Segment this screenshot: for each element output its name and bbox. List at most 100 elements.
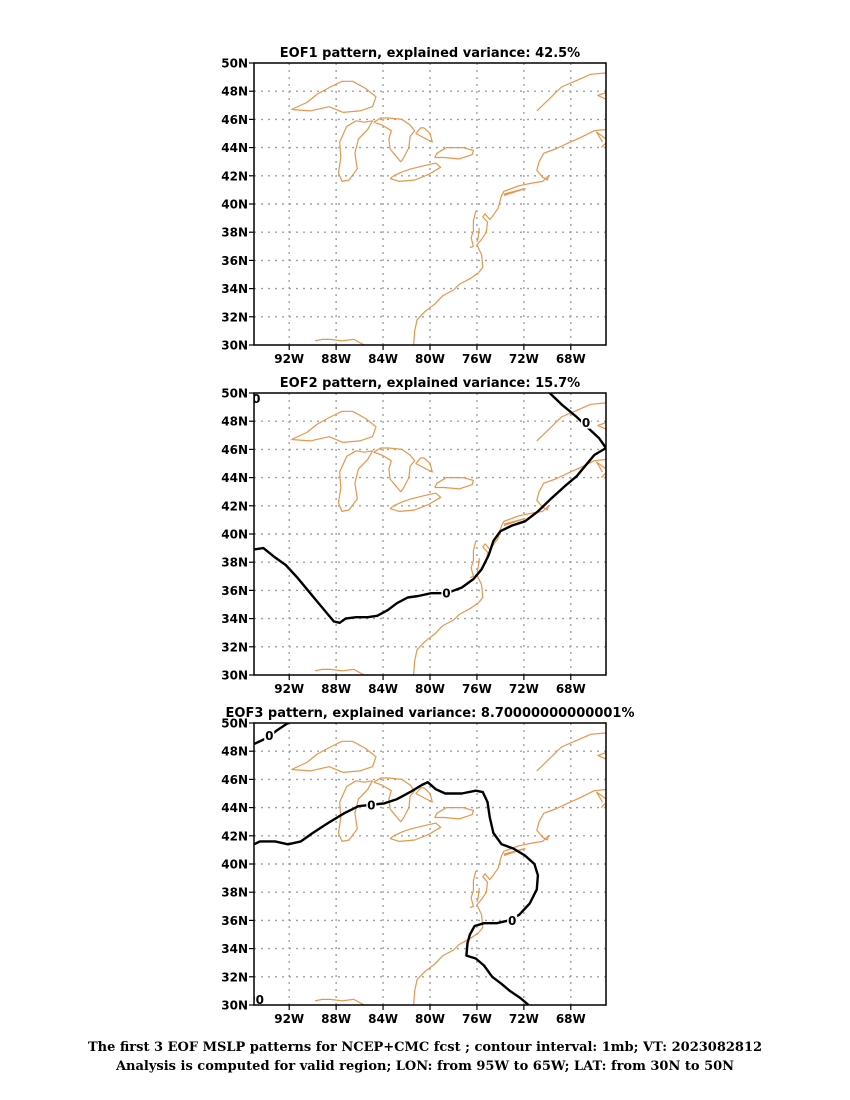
coastline [434,147,474,160]
zero-contours: 0 0 0 [252,392,606,624]
coastline [373,447,416,493]
coastline [373,777,416,823]
lat-tick-label: 42N [221,169,248,183]
contour-label: 0 [508,914,516,928]
lat-tick-label: 30N [221,669,248,683]
lat-tick-label: 38N [221,556,248,570]
lon-tick-label: 72W [509,682,539,696]
contour-label: 0 [256,993,264,1007]
lat-tick-label: 32N [221,640,248,654]
contour-label-bg [507,913,518,927]
lat-tick-label: 32N [221,970,248,984]
lat-tick-label: 34N [221,282,248,296]
contour-line [254,781,540,1005]
lat-tick-label: 48N [221,745,248,759]
contour-label-bg [254,393,262,405]
coastline [469,870,477,909]
coastlines [265,732,606,1005]
lon-tick-label: 88W [321,682,351,696]
lat-tick-label: 48N [221,415,248,429]
lat-tick-label: 50N [221,717,248,731]
coastline [413,128,606,345]
lat-tick-label: 42N [221,829,248,843]
coastline [597,752,606,760]
coastline [503,517,526,527]
coastline [595,461,606,479]
lat-tick-label: 48N [221,85,248,99]
lat-tick-label: 40N [221,858,248,872]
lat-tick-label: 38N [221,886,248,900]
lat-tick-label: 50N [221,57,248,71]
coastlines [265,402,606,675]
lat-tick-label: 40N [221,198,248,212]
contour-label: 0 [582,416,590,430]
lon-tick-label: 84W [368,682,398,696]
gridlines [254,723,606,1005]
contour-label: 0 [442,587,450,601]
contour-label-bg [264,728,275,742]
contour-label-bg [366,797,377,811]
contour-label: 0 [252,392,260,406]
lon-tick-label: 92W [274,352,304,366]
coastline [291,80,377,114]
coastline [389,822,442,843]
contour-label-bg [581,415,592,429]
coastline [413,458,606,675]
coastline [503,187,526,197]
coastline [291,410,377,443]
contour-line [254,446,606,624]
coastline [314,998,374,1005]
lon-tick-label: 92W [274,682,304,696]
footer-line-2: Analysis is computed for valid region; L… [115,1059,735,1074]
contour-label-bg [254,992,265,1005]
coastline [536,732,606,772]
coastline [469,540,477,579]
lon-tick-label: 80W [415,352,445,366]
coastline [415,787,433,803]
lon-tick-label: 80W [415,682,445,696]
lon-tick-label: 76W [462,352,492,366]
coastline [476,887,480,903]
lat-tick-label: 40N [221,528,248,542]
eof-panels: EOF1 pattern, explained variance: 42.5% 3… [221,46,634,1026]
coastline [597,422,606,430]
lat-tick-label: 34N [221,612,248,626]
lat-tick-label: 44N [221,471,248,485]
lat-tick-label: 32N [221,310,248,324]
coastline [291,740,377,774]
coastline [469,210,477,249]
lat-tick-label: 38N [221,226,248,240]
lon-tick-label: 84W [368,352,398,366]
coastline [434,806,474,820]
coastline [476,227,480,243]
gridlines [254,393,606,675]
gridlines [254,63,606,345]
lat-tick-label: 42N [221,499,248,513]
coastline [536,72,606,112]
lon-tick-label: 68W [556,352,586,366]
lon-tick-label: 76W [462,1012,492,1026]
zero-contours: 0 0 0 0 [254,723,540,1007]
lat-tick-label: 30N [221,999,248,1013]
lat-tick-label: 36N [221,254,248,268]
coastline [595,131,606,149]
coastline [389,492,442,512]
lon-tick-label: 80W [415,1012,445,1026]
lat-tick-label: 36N [221,584,248,598]
coastline [314,668,374,675]
coastline [337,450,374,512]
coastline [415,127,433,143]
lon-tick-label: 84W [368,1012,398,1026]
lon-tick-label: 68W [556,1012,586,1026]
coastline [434,477,474,490]
coastline [314,338,374,345]
panel-title: EOF2 pattern, explained variance: 15.7% [280,376,580,391]
contour-label: 0 [367,798,375,812]
lat-tick-label: 46N [221,443,248,457]
eof-panel-3: EOF3 pattern, explained variance: 8.7000… [221,706,634,1026]
lat-tick-label: 50N [221,387,248,401]
coastlines [265,72,606,345]
coastline [476,557,480,573]
lon-tick-label: 72W [509,352,539,366]
contour-label-bg [441,586,452,600]
